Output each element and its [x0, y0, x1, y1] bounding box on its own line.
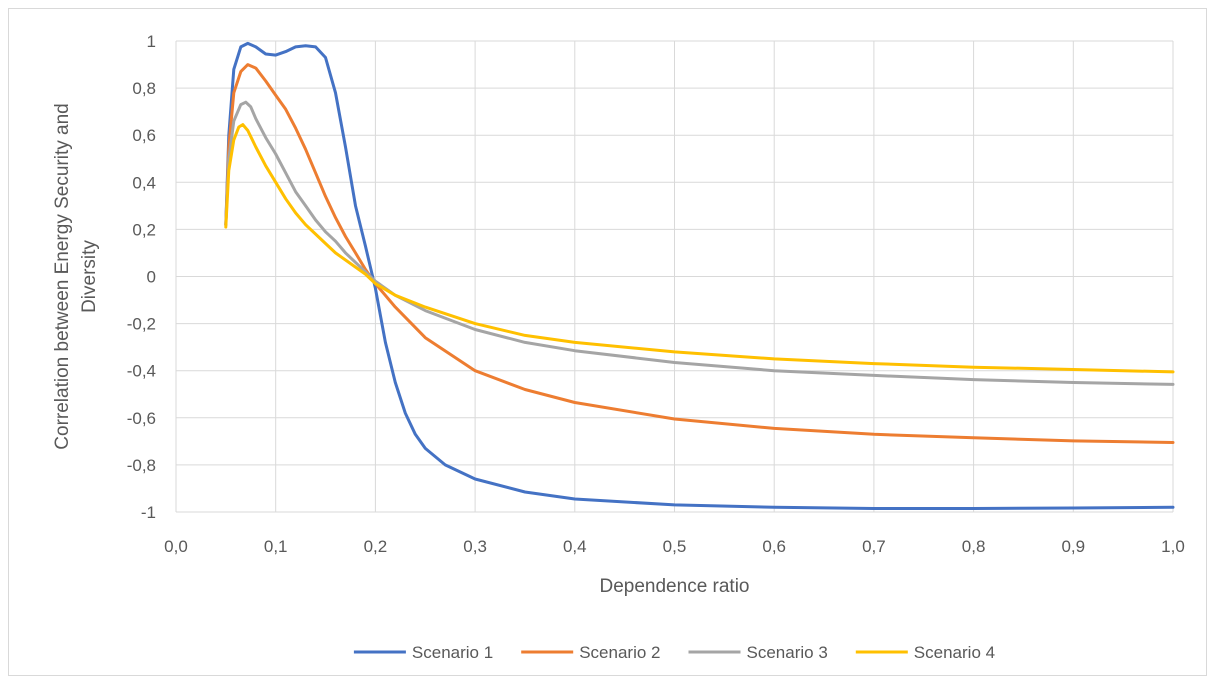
legend-item-scenario-1: Scenario 1 — [353, 643, 493, 662]
x-tick-label: 0,3 — [463, 537, 487, 556]
y-axis-title-line: Correlation between Energy Security and — [52, 103, 73, 449]
y-tick-label: -0,6 — [127, 409, 156, 428]
series-line-scenario-1 — [224, 41, 1175, 510]
gridlines — [175, 40, 1174, 513]
x-tick-label: 0,9 — [1061, 537, 1085, 556]
x-tick-label: 0,5 — [663, 537, 687, 556]
legend-item-scenario-3: Scenario 3 — [688, 643, 828, 662]
legend: Scenario 1 Scenario 2 Scenario 3 Scenario 4 — [353, 643, 995, 662]
legend-label: Scenario 4 — [914, 643, 995, 662]
y-tick-label: 1 — [147, 32, 156, 51]
legend-label: Scenario 2 — [579, 643, 660, 662]
x-tick-label: 0,1 — [264, 537, 288, 556]
y-tick-label: 0,4 — [132, 173, 156, 192]
y-tick-label: 0,6 — [132, 126, 156, 145]
x-tick-label: 0,7 — [862, 537, 886, 556]
legend-label: Scenario 1 — [412, 643, 493, 662]
chart-area — [8, 8, 1207, 676]
x-tick-label: 0,0 — [164, 537, 188, 556]
y-tick-label: 0,2 — [132, 220, 156, 239]
y-tick-label: 0,8 — [132, 79, 156, 98]
y-tick-label: 0 — [147, 268, 156, 287]
y-axis-title: Correlation between Energy Security and D… — [52, 103, 100, 449]
tick-labels: 0,0 0,1 0,2 0,3 0,4 0,5 0,6 0,7 0,8 0,9 1,0 1 0,8 0,6… — [127, 32, 1185, 556]
y-tick-label: -0,4 — [127, 362, 156, 381]
legend-item-scenario-2: Scenario 2 — [521, 643, 660, 662]
legend-item-scenario-4: Scenario 4 — [855, 643, 995, 662]
y-axis-title-line: Diversity — [79, 240, 100, 313]
y-tick-label: -0,8 — [127, 456, 156, 475]
x-tick-label: 0,8 — [962, 537, 986, 556]
x-axis-title: Dependence ratio — [600, 576, 750, 597]
x-tick-label: 1,0 — [1161, 537, 1185, 556]
x-tick-label: 0,2 — [364, 537, 388, 556]
series-line-scenario-2 — [224, 63, 1175, 444]
series-lines — [224, 41, 1175, 510]
legend-label: Scenario 3 — [747, 643, 828, 662]
x-tick-label: 0,6 — [762, 537, 786, 556]
y-tick-label: -1 — [141, 503, 156, 522]
x-tick-label: 0,4 — [563, 537, 587, 556]
y-tick-label: -0,2 — [127, 315, 156, 334]
series-line-scenario-4 — [224, 123, 1175, 374]
series-line-scenario-3 — [224, 100, 1175, 386]
